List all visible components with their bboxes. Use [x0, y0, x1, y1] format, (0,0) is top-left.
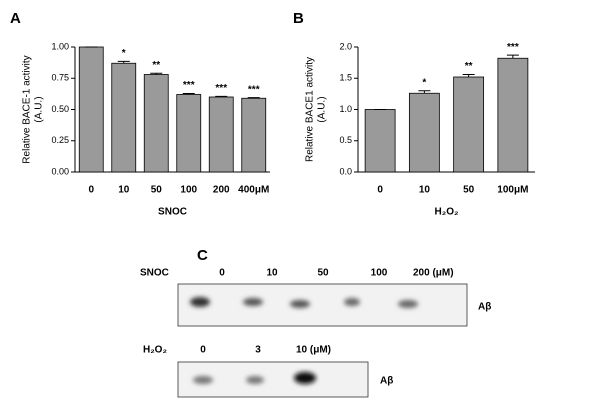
bar: [176, 94, 202, 173]
significance: **: [465, 61, 473, 72]
x-tick-label: 100μM: [497, 185, 528, 196]
error-bar: [506, 54, 519, 59]
panel-label: B: [293, 10, 304, 27]
significance: **: [152, 60, 160, 71]
y-axis-label: Relative BACE-1 activity: [22, 55, 33, 163]
bar: [497, 57, 529, 173]
treatment-label: SNOC: [140, 268, 169, 279]
x-tick-label: 50: [463, 185, 475, 196]
dose-label: 10 (μM): [296, 345, 331, 356]
dose-label: 100: [371, 268, 388, 279]
y-tick-label: 0.00: [51, 166, 69, 176]
significance: ***: [248, 84, 260, 95]
panel-label: A: [10, 10, 21, 27]
y-tick-label: 0.75: [51, 73, 69, 83]
bar: [241, 97, 267, 173]
y-tick-label: 1.00: [51, 41, 69, 51]
x-tick-label: 0: [88, 185, 94, 196]
bar: [453, 76, 485, 173]
error-bar: [150, 72, 163, 75]
error-bar: [418, 90, 431, 94]
x-tick-label: 10: [118, 185, 130, 196]
y-axis-label: Relative BACE1 activity: [305, 57, 316, 162]
significance: ***: [215, 83, 227, 94]
y-tick-label: 0.5: [339, 135, 352, 145]
x-tick-label: 0: [377, 185, 383, 196]
bar: [364, 109, 396, 173]
error-bar: [247, 97, 260, 99]
y-tick-label: 2.0: [339, 41, 352, 51]
x-axis-label: SNOC: [158, 207, 187, 218]
x-axis-label: H₂O₂: [435, 207, 459, 218]
dose-label: 10: [266, 268, 278, 279]
x-tick-label: 200: [213, 185, 230, 196]
x-tick-label: 100: [180, 185, 197, 196]
x-tick-label: 50: [151, 185, 163, 196]
y-axis-label: (A.U.): [317, 96, 328, 122]
band-label: Aβ: [380, 376, 393, 387]
y-tick-label: 1.5: [339, 73, 352, 83]
y-axis-label: (A.U.): [34, 96, 45, 122]
y-tick-label: 0.0: [339, 166, 352, 176]
dose-label: 50: [317, 268, 329, 279]
band-label: Aβ: [478, 302, 491, 313]
significance: ***: [183, 80, 195, 91]
significance: ***: [507, 42, 519, 53]
dose-label: 0: [200, 345, 206, 356]
error-bar: [182, 93, 195, 95]
treatment-label: H₂O₂: [143, 345, 167, 356]
x-tick-label: 10: [419, 185, 431, 196]
dose-label: 3: [255, 345, 261, 356]
bar: [143, 74, 169, 173]
panel-label: C: [197, 247, 208, 264]
blot: [177, 361, 369, 398]
bar: [208, 96, 234, 173]
significance: *: [422, 77, 426, 88]
x-tick-label: 400μM: [238, 185, 269, 196]
y-tick-label: 1.0: [339, 104, 352, 114]
y-tick-label: 0.25: [51, 135, 69, 145]
error-bar: [215, 95, 228, 97]
dose-label: 200 (μM): [413, 268, 454, 279]
significance: *: [122, 48, 126, 59]
y-tick-label: 0.50: [51, 104, 69, 114]
error-bar: [117, 60, 130, 64]
bar: [111, 62, 137, 173]
bar: [78, 46, 104, 173]
error-bar: [462, 74, 475, 77]
dose-label: 0: [219, 268, 225, 279]
bar: [408, 92, 440, 173]
blot: [177, 283, 468, 327]
